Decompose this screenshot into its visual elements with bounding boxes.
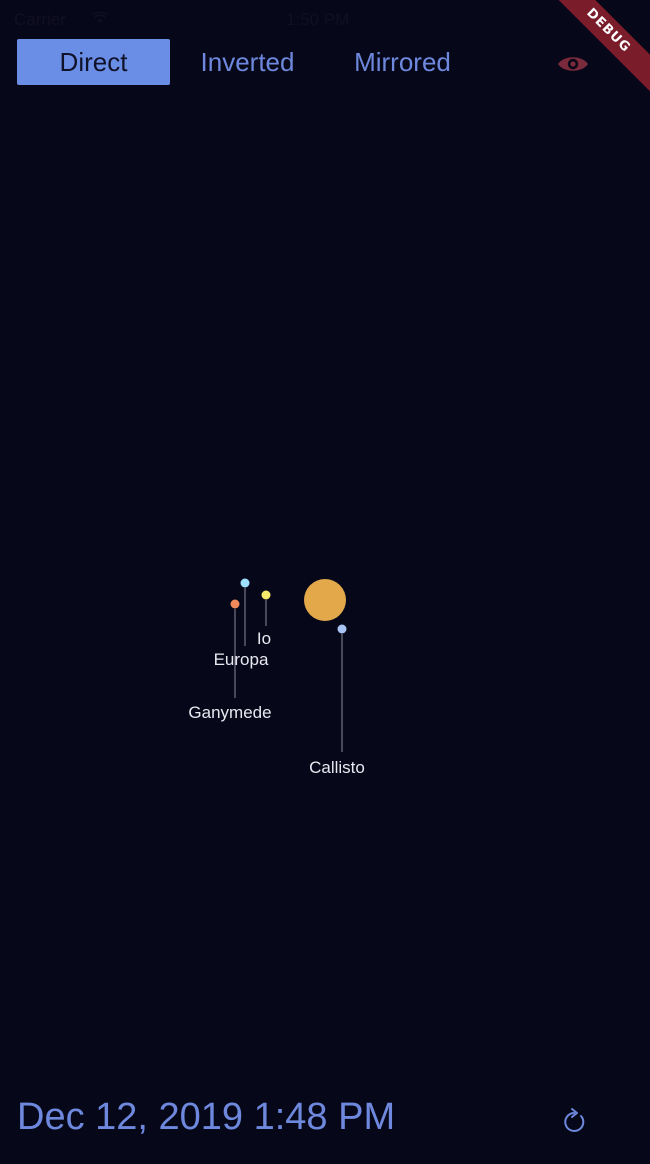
- wifi-icon: [92, 12, 108, 23]
- status-time: 1:50 PM: [286, 10, 350, 29]
- ganymede-marker[interactable]: [230, 599, 240, 609]
- segment-direct[interactable]: Direct: [17, 39, 170, 85]
- segment-mirrored[interactable]: Mirrored: [354, 47, 451, 77]
- callisto-marker[interactable]: [337, 624, 347, 634]
- view-mode-segmented-control: Direct Inverted Mirrored: [17, 39, 480, 85]
- datetime-label[interactable]: Dec 12, 2019 1:48 PM: [17, 1096, 396, 1138]
- io-label: Io: [257, 629, 271, 648]
- segment-inverted[interactable]: Inverted: [200, 47, 295, 77]
- callisto-label: Callisto: [309, 758, 365, 777]
- carrier-label: Carrier: [14, 10, 66, 29]
- refresh-icon[interactable]: [560, 1106, 588, 1136]
- europa-marker[interactable]: [240, 578, 250, 588]
- ganymede-label: Ganymede: [188, 703, 271, 722]
- europa-label: Europa: [214, 650, 269, 669]
- io-marker[interactable]: [261, 590, 271, 600]
- jupiter: [304, 579, 346, 621]
- status-bar: Carrier 1:50 PM: [0, 0, 650, 36]
